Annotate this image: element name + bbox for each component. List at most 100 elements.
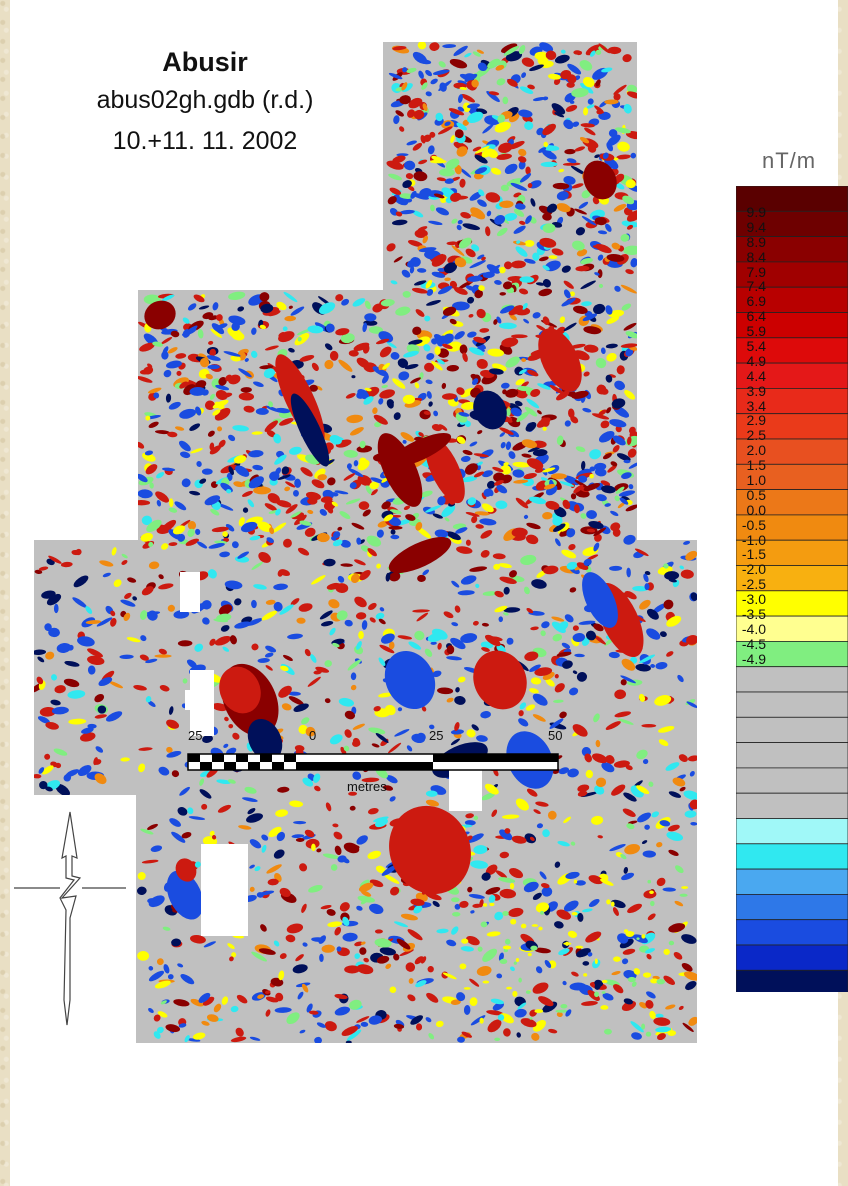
anomaly-blob xyxy=(502,281,513,290)
anomaly-blob xyxy=(505,356,520,368)
anomaly-blob xyxy=(525,990,531,994)
anomaly-blob xyxy=(495,500,508,510)
anomaly-blob xyxy=(572,121,580,127)
anomaly-blob xyxy=(195,406,202,416)
anomaly-blob xyxy=(345,498,361,505)
anomaly-blob xyxy=(535,282,545,286)
anomaly-blob xyxy=(294,332,310,346)
anomaly-blob xyxy=(614,495,620,502)
anomaly-blob xyxy=(556,390,570,401)
legend-value-label: -4.5 xyxy=(741,635,766,652)
anomaly-blob xyxy=(526,398,540,409)
anomaly-blob xyxy=(204,400,216,411)
anomaly-blob xyxy=(277,474,291,480)
anomaly-blob xyxy=(349,482,357,489)
anomaly-blob xyxy=(414,382,420,389)
anomaly-blob xyxy=(575,446,586,453)
anomaly-blob xyxy=(181,478,191,488)
anomaly-blob xyxy=(232,425,249,432)
anomaly-blob xyxy=(545,50,557,60)
anomaly-blob xyxy=(614,285,621,292)
anomaly-blob xyxy=(465,248,476,258)
anomaly-blob xyxy=(510,918,517,925)
anomaly-blob xyxy=(613,93,621,101)
anomaly-blob xyxy=(341,298,350,306)
anomaly-blob xyxy=(526,458,544,470)
anomaly-blob xyxy=(597,269,603,279)
anomaly-blob xyxy=(267,493,280,504)
anomaly-blob xyxy=(187,520,197,530)
anomaly-blob xyxy=(559,481,575,487)
legend-value-label: 7.9 xyxy=(746,263,766,280)
anomaly-blob xyxy=(580,280,596,290)
anomaly-blob xyxy=(537,905,543,911)
anomaly-blob xyxy=(228,291,246,300)
anomaly-blob xyxy=(459,178,466,188)
anomaly-blob xyxy=(149,482,154,489)
anomaly-blob xyxy=(482,271,495,279)
anomaly-blob xyxy=(594,217,607,226)
anomaly-blob xyxy=(581,301,592,307)
anomaly-blob xyxy=(433,410,439,417)
anomaly-blob xyxy=(337,526,343,531)
anomaly-blob xyxy=(358,501,370,510)
anomaly-blob xyxy=(577,912,584,922)
anomaly-blob xyxy=(496,484,508,494)
anomaly-blob xyxy=(381,374,389,384)
anomaly-blob xyxy=(395,110,404,117)
anomaly-blob xyxy=(289,446,302,455)
anomaly-blob xyxy=(423,344,431,352)
anomaly-blob xyxy=(408,339,423,346)
anomaly-blob xyxy=(415,521,423,531)
anomaly-blob xyxy=(583,107,589,116)
anomaly-blob xyxy=(625,504,639,512)
anomaly-blob xyxy=(472,146,482,152)
scale-unit-label: metres xyxy=(347,779,387,794)
anomaly-blob xyxy=(451,218,458,224)
anomaly-blob xyxy=(559,316,566,324)
anomaly-blob xyxy=(612,435,626,446)
anomaly-blob xyxy=(172,525,186,535)
anomaly-blob xyxy=(294,514,307,526)
anomaly-blob xyxy=(462,449,473,456)
anomaly-blob xyxy=(494,280,502,285)
anomaly-blob xyxy=(214,407,231,421)
legend-color-swatch xyxy=(736,666,848,693)
anomaly-blob xyxy=(359,440,366,449)
scale-bar-segment xyxy=(200,762,212,770)
anomaly-blob xyxy=(197,328,204,339)
anomaly-blob xyxy=(524,239,535,247)
anomaly-blob xyxy=(564,148,576,155)
anomaly-blob xyxy=(255,408,269,415)
anomaly-blob xyxy=(528,496,547,505)
anomaly-blob xyxy=(143,366,154,375)
anomaly-blob xyxy=(404,363,419,370)
anomaly-blob xyxy=(597,230,608,235)
anomaly-blob xyxy=(639,1001,648,1009)
legend-color-swatch xyxy=(736,843,848,870)
anomaly-blob xyxy=(487,348,505,357)
anomaly-blob xyxy=(517,156,527,163)
anomaly-blob xyxy=(375,338,390,345)
anomaly-blob xyxy=(437,268,446,272)
anomaly-blob xyxy=(154,654,172,658)
anomaly-blob xyxy=(450,195,469,200)
anomaly-blob xyxy=(505,388,519,398)
anomaly-blob xyxy=(437,687,454,695)
anomaly-blob xyxy=(426,992,439,1003)
anomaly-blob xyxy=(485,192,501,203)
anomaly-blob xyxy=(445,158,460,170)
anomaly-blob xyxy=(414,280,427,286)
anomaly-blob xyxy=(482,948,498,962)
anomaly-blob xyxy=(253,381,264,388)
anomaly-blob xyxy=(509,287,515,294)
anomaly-blob xyxy=(209,445,221,455)
anomaly-blob xyxy=(139,342,155,352)
anomaly-blob xyxy=(425,91,432,97)
anomaly-blob xyxy=(418,159,428,165)
anomaly-blob xyxy=(518,369,527,375)
anomaly-blob xyxy=(212,409,221,416)
legend-color-swatch xyxy=(736,894,848,921)
anomaly-blob xyxy=(457,219,463,225)
anomaly-blob xyxy=(378,692,393,698)
